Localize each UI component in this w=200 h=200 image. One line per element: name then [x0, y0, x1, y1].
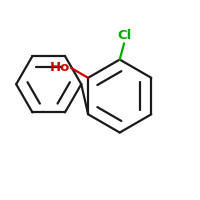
Text: Ho: Ho — [50, 61, 70, 74]
Text: Cl: Cl — [117, 29, 131, 42]
